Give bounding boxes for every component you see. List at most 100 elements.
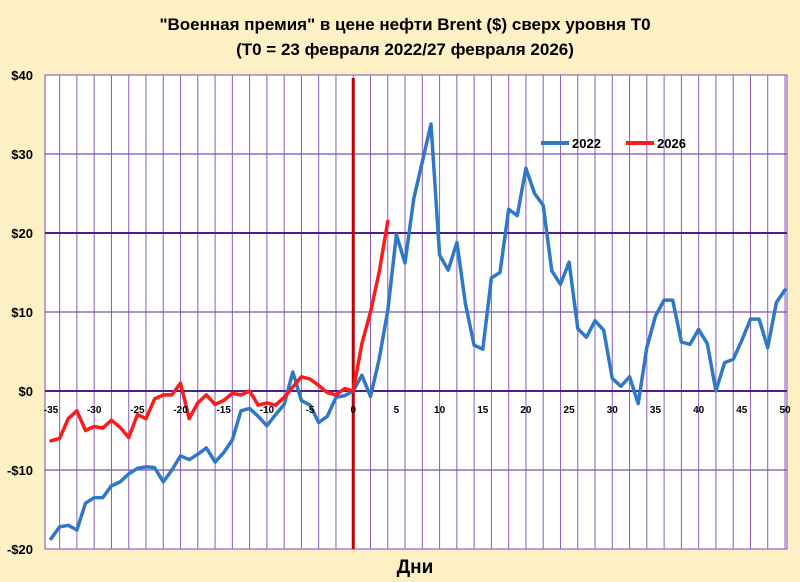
- data-point-2022: [343, 394, 346, 397]
- data-point-2022: [274, 413, 277, 416]
- data-point-2026: [196, 401, 199, 405]
- data-point-2022: [162, 480, 165, 484]
- data-point-2022: [723, 361, 726, 364]
- x-tick-label: 10: [434, 405, 446, 416]
- data-point-2022: [731, 358, 735, 361]
- data-point-2022: [542, 204, 545, 207]
- y-tick-label: -$20: [7, 542, 33, 557]
- data-point-2022: [438, 253, 441, 257]
- x-tick-label: -35: [44, 405, 59, 416]
- x-tick-label: 20: [520, 405, 532, 416]
- data-point-2022: [550, 269, 554, 273]
- y-tick-label: $10: [11, 305, 33, 320]
- data-point-2022: [507, 208, 510, 211]
- data-point-2022: [455, 241, 459, 244]
- data-point-2026: [162, 393, 165, 397]
- data-point-2022: [334, 396, 338, 399]
- legend-label-2022: 2022: [572, 136, 601, 151]
- data-point-2026: [326, 391, 329, 394]
- data-point-2026: [153, 397, 156, 401]
- data-point-2022: [688, 343, 692, 346]
- y-tick-label: $20: [11, 226, 33, 241]
- data-point-2022: [611, 377, 614, 380]
- legend-label-2026: 2026: [657, 136, 686, 151]
- data-point-2022: [326, 415, 329, 418]
- data-point-2022: [110, 484, 113, 487]
- data-point-2026: [110, 419, 113, 422]
- data-point-2022: [593, 319, 597, 322]
- y-tick-label: $40: [11, 68, 33, 83]
- data-point-2022: [377, 358, 381, 361]
- data-point-2022: [783, 288, 787, 292]
- x-tick-label: 0: [350, 405, 356, 416]
- data-point-2022: [516, 214, 519, 217]
- data-point-2022: [645, 346, 649, 349]
- x-tick-label: 30: [607, 405, 619, 416]
- x-tick-label: 35: [650, 405, 662, 416]
- series-line-2026: [49, 219, 390, 443]
- x-tick-label: -30: [87, 405, 102, 416]
- data-point-2022: [559, 283, 562, 286]
- data-point-2022: [697, 328, 700, 331]
- data-point-2026: [300, 375, 303, 378]
- data-point-2022: [308, 404, 312, 407]
- data-point-2026: [334, 393, 338, 397]
- x-tick-label: -10: [260, 405, 275, 416]
- data-point-2026: [144, 417, 148, 420]
- data-point-2026: [291, 385, 294, 389]
- data-point-2026: [58, 437, 61, 440]
- data-point-2022: [775, 301, 778, 304]
- data-point-2022: [75, 528, 79, 532]
- data-point-2026: [239, 393, 243, 397]
- data-point-2022: [170, 468, 174, 472]
- data-point-2026: [257, 404, 260, 407]
- data-point-2022: [680, 340, 683, 344]
- data-point-2026: [222, 399, 225, 402]
- data-point-2026: [205, 393, 208, 397]
- data-point-2022: [662, 298, 666, 302]
- data-point-2022: [749, 317, 752, 321]
- data-point-2022: [447, 268, 450, 272]
- data-point-2022: [317, 421, 320, 424]
- data-point-2022: [567, 261, 571, 264]
- data-point-2022: [671, 298, 674, 302]
- data-point-2022: [196, 453, 199, 456]
- y-tick-label: $30: [11, 147, 33, 162]
- data-point-2022: [585, 336, 588, 339]
- data-point-2022: [248, 407, 251, 410]
- data-point-2022: [429, 122, 433, 126]
- series-layer: [49, 78, 787, 549]
- data-point-2026: [352, 389, 355, 393]
- data-point-2022: [386, 309, 389, 312]
- x-tick-label: 5: [394, 405, 400, 416]
- data-point-2026: [67, 417, 70, 420]
- x-tick-label: -15: [216, 405, 231, 416]
- legend: 2022 2026: [541, 136, 686, 151]
- data-point-2022: [127, 472, 130, 476]
- data-point-2022: [205, 446, 208, 450]
- data-point-2026: [369, 310, 372, 314]
- data-point-2022: [231, 438, 234, 442]
- data-point-2022: [395, 233, 398, 236]
- data-point-2026: [101, 426, 105, 430]
- data-point-2022: [136, 467, 139, 470]
- data-point-2022: [757, 317, 761, 321]
- x-tick-label: -20: [173, 405, 188, 416]
- data-point-2022: [179, 454, 182, 457]
- x-tick-label: 50: [779, 405, 791, 416]
- x-tick-label: 15: [477, 405, 489, 416]
- data-point-2022: [291, 370, 294, 374]
- data-point-2022: [84, 501, 87, 505]
- data-point-2022: [498, 271, 502, 274]
- data-point-2022: [118, 480, 122, 484]
- data-point-2022: [58, 525, 61, 529]
- data-point-2022: [239, 409, 243, 412]
- data-point-2022: [472, 343, 476, 347]
- data-point-2022: [300, 399, 303, 402]
- data-point-2022: [369, 395, 372, 398]
- chart-subtitle: (Т0 = 23 февраля 2022/27 февраля 2026): [236, 40, 574, 59]
- data-point-2022: [490, 276, 493, 280]
- x-tick-label: -5: [306, 405, 315, 416]
- data-point-2022: [706, 342, 709, 345]
